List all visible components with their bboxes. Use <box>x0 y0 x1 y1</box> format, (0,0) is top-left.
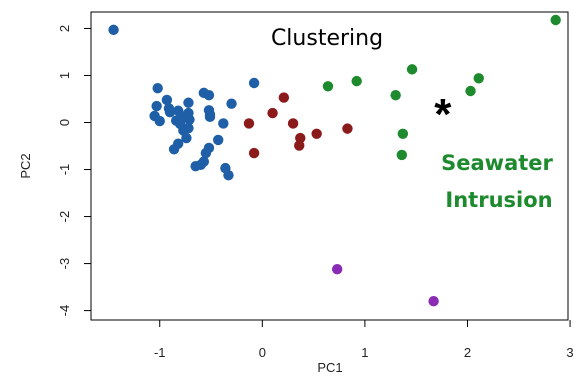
data-point-cluster-1 <box>190 161 201 172</box>
data-point-cluster-1 <box>108 24 119 36</box>
x-tick-label: 0 <box>259 345 266 360</box>
y-axis-label: PC2 <box>18 153 33 178</box>
data-point-cluster-1 <box>181 132 192 144</box>
x-axis-label: PC1 <box>317 360 342 375</box>
data-point-cluster-2 <box>287 118 299 129</box>
data-points <box>108 14 561 307</box>
data-point-cluster-3 <box>406 64 418 75</box>
data-point-cluster-1 <box>226 98 237 109</box>
data-point-cluster-2 <box>342 123 353 134</box>
y-tick-label: -4 <box>57 305 72 317</box>
data-point-cluster-1 <box>223 169 234 181</box>
data-point-cluster-1 <box>183 97 194 108</box>
data-point-cluster-2 <box>278 92 290 103</box>
y-axis-ticks: 2 1 0 -1 -2 -3 -4 <box>57 25 91 317</box>
x-tick-label: 1 <box>361 345 368 360</box>
y-tick-label: 1 <box>57 72 72 79</box>
data-point-cluster-1 <box>203 90 215 101</box>
data-point-cluster-3 <box>397 128 409 139</box>
y-tick-label: -3 <box>57 258 72 270</box>
data-point-cluster-1 <box>168 144 180 155</box>
data-point-cluster-4 <box>428 295 439 307</box>
data-point-cluster-2 <box>248 147 260 159</box>
x-tick-label: 3 <box>566 345 573 360</box>
data-point-cluster-3 <box>390 90 401 101</box>
data-point-cluster-1 <box>154 115 165 127</box>
y-tick-label: 2 <box>57 25 72 32</box>
data-point-cluster-1 <box>183 122 194 134</box>
x-axis-ticks: -1 0 1 2 3 <box>154 320 574 360</box>
plot-frame <box>90 11 569 321</box>
data-point-cluster-1 <box>151 100 162 112</box>
data-point-cluster-3 <box>550 14 561 26</box>
y-tick-label: 0 <box>57 119 72 126</box>
data-point-cluster-1 <box>213 134 224 146</box>
y-tick-label: -2 <box>57 211 72 223</box>
data-point-cluster-1 <box>204 111 216 123</box>
data-point-cluster-1 <box>161 94 173 106</box>
data-point-cluster-3 <box>396 149 408 161</box>
chart-title: Clustering <box>271 26 383 51</box>
data-point-cluster-3 <box>465 85 476 97</box>
data-point-cluster-1 <box>200 147 212 159</box>
data-point-cluster-3 <box>473 73 484 84</box>
y-tick-label: -1 <box>57 164 72 176</box>
x-tick-label: -1 <box>154 345 166 360</box>
data-point-cluster-1 <box>218 118 229 129</box>
data-point-cluster-3 <box>322 81 334 92</box>
data-point-cluster-2 <box>243 118 255 129</box>
annotation-line-2: Intrusion <box>445 188 552 212</box>
star-marker: * <box>434 90 452 139</box>
data-point-cluster-1 <box>184 114 195 125</box>
data-point-cluster-1 <box>152 82 163 94</box>
data-point-cluster-4 <box>331 264 343 275</box>
annotation-line-1: Seawater <box>441 151 553 175</box>
data-point-cluster-1 <box>164 106 176 118</box>
data-point-cluster-2 <box>311 128 322 139</box>
data-point-cluster-3 <box>351 75 362 87</box>
data-point-cluster-1 <box>248 77 260 89</box>
data-point-cluster-2 <box>294 140 305 151</box>
data-point-cluster-2 <box>267 107 278 119</box>
x-tick-label: 2 <box>464 345 471 360</box>
